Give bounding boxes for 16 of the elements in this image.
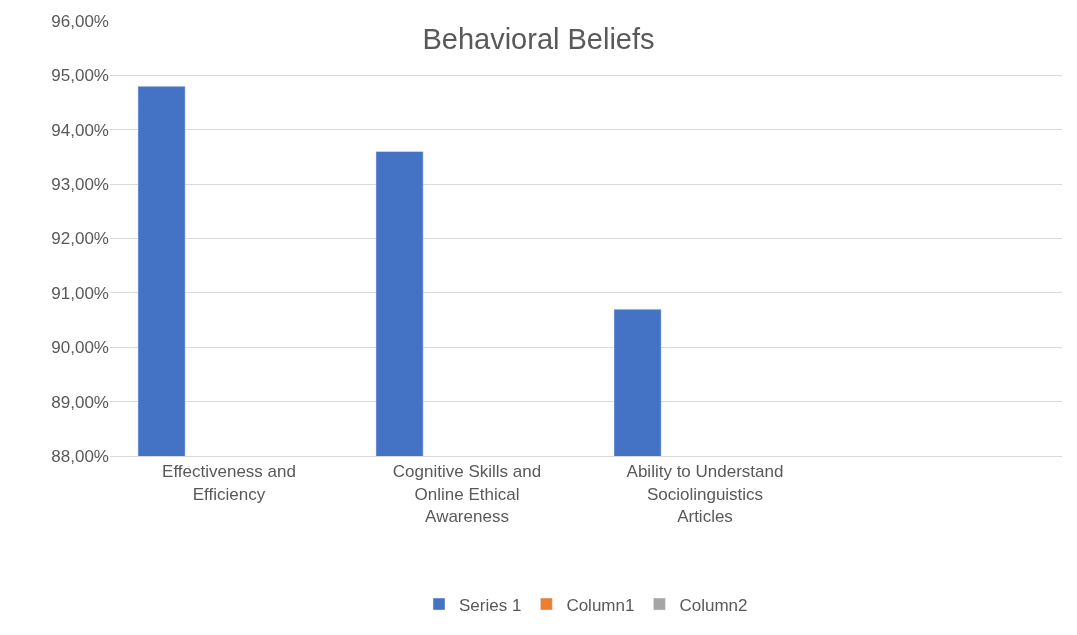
y-tick-label: 96,00% — [51, 11, 109, 31]
legend-label: Series 1 — [459, 595, 522, 615]
y-tick-label: 93,00% — [51, 175, 109, 195]
legend-label: Column1 — [566, 595, 635, 615]
x-tick-label: Ability to Understand Sociolinguistics Articles — [626, 462, 784, 526]
legend-label: Column2 — [679, 595, 748, 615]
x-tick-label: Cognitive Skills and Online Ethical Awareness — [392, 462, 542, 526]
x-tick-label: Effectiveness and Efficiency — [162, 462, 296, 504]
y-tick-label: 90,00% — [51, 338, 109, 358]
y-tick-label: 95,00% — [51, 66, 109, 86]
y-tick-label: 89,00% — [51, 392, 109, 412]
y-tick-label: 94,00% — [51, 120, 109, 140]
chart-title: Behavioral Beliefs — [422, 22, 655, 55]
y-tick-label: 92,00% — [51, 229, 109, 249]
y-tick-label: 91,00% — [51, 283, 109, 303]
y-tick-label: 88,00% — [51, 446, 109, 466]
